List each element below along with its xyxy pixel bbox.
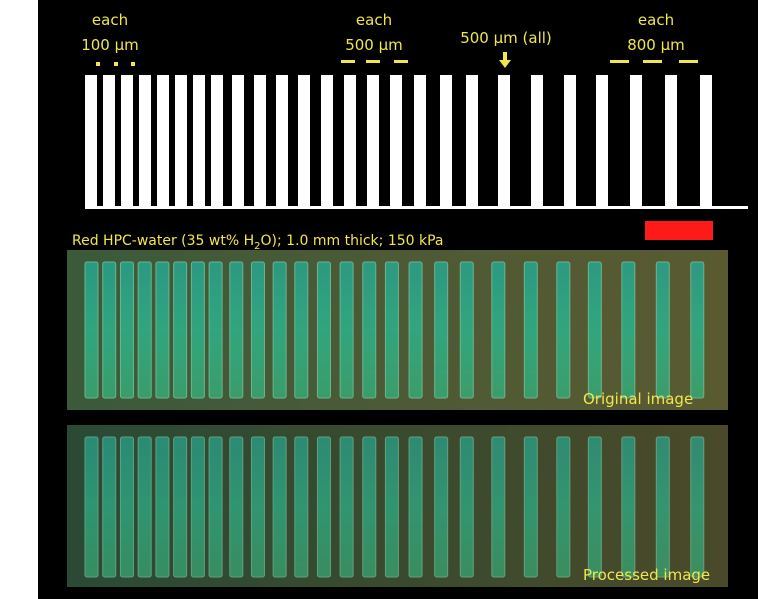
strip bbox=[408, 436, 423, 578]
strip bbox=[408, 261, 423, 399]
panel-label: Original image bbox=[583, 390, 693, 408]
strip bbox=[229, 436, 244, 578]
strip bbox=[690, 436, 705, 578]
stripe bbox=[254, 75, 266, 208]
strip bbox=[294, 261, 309, 399]
stripe bbox=[498, 75, 510, 208]
caption-part: O); 1.0 mm thick; 150 kPa bbox=[261, 233, 444, 249]
strip bbox=[250, 261, 265, 399]
strip bbox=[137, 261, 152, 399]
strip bbox=[384, 261, 399, 399]
strip bbox=[621, 261, 636, 399]
stripe bbox=[440, 75, 452, 208]
caption-part: Red HPC-water (35 wt% H bbox=[72, 233, 254, 249]
strip bbox=[339, 436, 354, 578]
label: 800 µm bbox=[627, 36, 685, 54]
stripe bbox=[121, 75, 133, 208]
strip bbox=[316, 261, 331, 399]
stripe-pattern bbox=[85, 75, 712, 208]
strip bbox=[84, 261, 99, 399]
strip bbox=[190, 261, 205, 399]
stripe bbox=[531, 75, 543, 208]
strip bbox=[491, 261, 506, 399]
strip bbox=[84, 436, 99, 578]
strip bbox=[272, 436, 287, 578]
label: each bbox=[92, 11, 128, 29]
strip bbox=[119, 261, 134, 399]
strip bbox=[587, 261, 602, 399]
strip bbox=[384, 436, 399, 578]
strip bbox=[434, 436, 449, 578]
stripe bbox=[175, 75, 187, 208]
label: 500 µm bbox=[345, 36, 403, 54]
stripe bbox=[466, 75, 478, 208]
strip bbox=[173, 436, 188, 578]
markers bbox=[96, 52, 698, 68]
stripe bbox=[321, 75, 333, 208]
strip bbox=[102, 261, 117, 399]
strip bbox=[491, 436, 506, 578]
strip bbox=[690, 261, 705, 399]
caption: Red HPC-water (35 wt% H2O); 1.0 mm thick… bbox=[72, 233, 444, 252]
strip bbox=[621, 436, 636, 578]
strip bbox=[229, 261, 244, 399]
stripe bbox=[211, 75, 223, 208]
strip bbox=[362, 261, 377, 399]
stripe bbox=[232, 75, 244, 208]
stripe bbox=[630, 75, 642, 208]
photo-strips bbox=[84, 261, 705, 399]
strip bbox=[190, 436, 205, 578]
scale-bar bbox=[645, 221, 713, 240]
strip bbox=[459, 436, 474, 578]
strip bbox=[208, 436, 223, 578]
stripe bbox=[700, 75, 712, 208]
strip bbox=[208, 261, 223, 399]
strip bbox=[587, 436, 602, 578]
strip bbox=[155, 261, 170, 399]
strip bbox=[102, 436, 117, 578]
label: each bbox=[638, 11, 674, 29]
stripe bbox=[390, 75, 402, 208]
strip bbox=[362, 436, 377, 578]
stripe bbox=[344, 75, 356, 208]
strip bbox=[655, 436, 670, 578]
stripe bbox=[103, 75, 115, 208]
label: each bbox=[356, 11, 392, 29]
strip bbox=[556, 436, 571, 578]
strip bbox=[137, 436, 152, 578]
stripe bbox=[139, 75, 151, 208]
strip bbox=[155, 436, 170, 578]
stripe bbox=[564, 75, 576, 208]
stripe bbox=[665, 75, 677, 208]
caption-subscript: 2 bbox=[254, 241, 260, 252]
strip bbox=[459, 261, 474, 399]
strip bbox=[556, 261, 571, 399]
stripe bbox=[596, 75, 608, 208]
strip bbox=[655, 261, 670, 399]
strip bbox=[523, 261, 538, 399]
strip bbox=[339, 261, 354, 399]
stripe bbox=[85, 75, 97, 208]
strip bbox=[294, 436, 309, 578]
strip bbox=[523, 436, 538, 578]
strip bbox=[434, 261, 449, 399]
strip bbox=[119, 436, 134, 578]
panel-label: Processed image bbox=[583, 566, 710, 584]
strip bbox=[272, 261, 287, 399]
stripe bbox=[414, 75, 426, 208]
stripe bbox=[276, 75, 288, 208]
stripe bbox=[298, 75, 310, 208]
strip bbox=[316, 436, 331, 578]
stripe bbox=[193, 75, 205, 208]
label: 500 µm (all) bbox=[460, 29, 552, 47]
label: 100 µm bbox=[81, 36, 139, 54]
stripe bbox=[367, 75, 379, 208]
strip bbox=[250, 436, 265, 578]
baseline bbox=[85, 206, 748, 209]
photo-strips bbox=[84, 436, 705, 578]
stripe bbox=[157, 75, 169, 208]
strip bbox=[173, 261, 188, 399]
